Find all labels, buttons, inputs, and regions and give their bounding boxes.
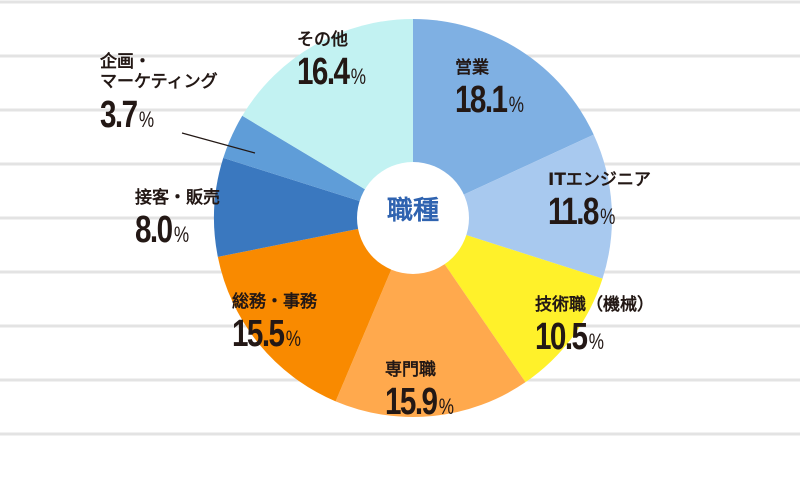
category-label: 営業: [455, 58, 489, 78]
value-label: 11.8%: [548, 191, 616, 234]
value-label: 15.9%: [385, 381, 455, 424]
slice-label: 営業 18.1%: [455, 58, 544, 124]
donut-hole: [357, 162, 469, 274]
category-label: ITエンジニア: [548, 170, 651, 190]
value-label: 16.4%: [297, 51, 367, 94]
category-label: 総務・事務: [232, 292, 317, 312]
slice-label: その他 16.4%: [297, 30, 386, 96]
value-label: 10.5%: [535, 316, 605, 359]
leader-line: [181, 132, 256, 154]
slice-label: 企画・ マーケティング 3.7%: [100, 52, 218, 138]
chart-title: 職種: [386, 196, 439, 226]
category-label: 技術職（機械）: [535, 295, 654, 315]
pie-slice: [213, 157, 413, 257]
value-label: 15.5%: [232, 313, 302, 356]
category-label: 専門職: [385, 360, 436, 380]
value-label: 18.1%: [455, 79, 525, 122]
value-label: 8.0%: [135, 209, 190, 252]
category-label: 接客・販売: [135, 188, 220, 208]
pie-slice: [413, 134, 613, 279]
slice-label: 接客・販売 8.0%: [135, 188, 220, 254]
category-label: その他: [297, 30, 348, 50]
slice-label: 技術職（機械） 10.5%: [535, 295, 654, 361]
pie-slice: [413, 218, 603, 383]
pie-slice: [413, 19, 594, 218]
slice-label: ITエンジニア 11.8%: [548, 170, 651, 236]
slice-label: 総務・事務 15.5%: [232, 292, 321, 358]
pie-slice: [242, 19, 413, 218]
category-label: 企画・ マーケティング: [100, 52, 218, 93]
slice-label: 専門職 15.9%: [385, 360, 474, 426]
value-label: 3.7%: [100, 93, 155, 136]
pie-slice: [217, 218, 413, 402]
pie-slice: [335, 218, 526, 417]
